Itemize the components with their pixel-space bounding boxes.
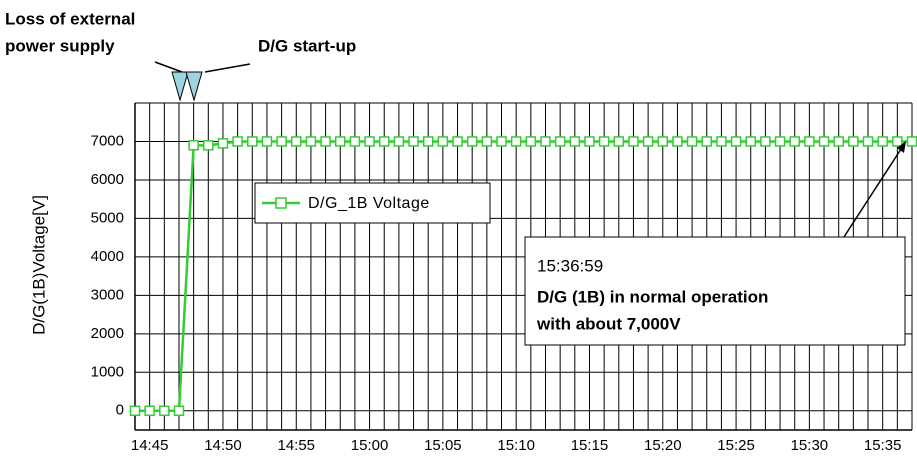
data-point — [789, 136, 800, 147]
x-tick-label: 14:55 — [277, 437, 315, 454]
data-point — [349, 136, 361, 147]
data-point — [584, 136, 595, 147]
event-marker — [185, 71, 203, 102]
data-point — [452, 136, 463, 147]
x-tick-label: 15:10 — [497, 437, 535, 454]
data-point — [466, 136, 478, 147]
legend-marker — [275, 197, 287, 209]
y-tick-label: 7000 — [91, 132, 124, 149]
data-point — [203, 140, 214, 151]
callout-text: D/G (1B) in normal operation — [537, 287, 768, 306]
legend: D/G_1B Voltage — [254, 182, 491, 224]
data-point — [862, 136, 874, 147]
data-point — [848, 136, 859, 147]
data-point — [804, 136, 815, 147]
data-point — [818, 136, 830, 147]
data-point — [598, 136, 610, 147]
data-point — [613, 136, 625, 147]
data-point — [276, 136, 287, 147]
y-axis-label: D/G(1B)Voltage[V] — [29, 195, 48, 335]
callout-arrow — [841, 145, 904, 241]
data-point — [730, 136, 742, 147]
callout-text: with about 7,000V — [536, 314, 681, 333]
data-point — [760, 136, 771, 147]
pointer — [204, 63, 251, 73]
y-tick-label: 2000 — [91, 325, 124, 342]
data-point — [422, 136, 434, 147]
data-point — [129, 405, 141, 417]
data-point — [877, 136, 888, 147]
callout-time: 15:36:59 — [537, 256, 603, 275]
data-point — [481, 136, 493, 147]
data-point — [217, 138, 229, 149]
data-point — [510, 136, 522, 147]
data-point — [408, 136, 419, 147]
y-tick-label: 4000 — [91, 248, 124, 265]
data-point — [657, 136, 669, 147]
x-tick-label: 15:25 — [717, 437, 755, 454]
y-tick-label: 5000 — [91, 209, 124, 226]
data-point — [496, 136, 507, 147]
data-point — [554, 136, 566, 147]
data-point — [525, 136, 537, 147]
data-point — [540, 136, 551, 147]
y-tick-label: 3000 — [91, 286, 124, 303]
data-point — [364, 136, 375, 147]
data-point — [232, 136, 243, 147]
annotation: Loss of external — [5, 9, 135, 28]
data-point — [305, 136, 317, 147]
annotation: D/G start-up — [258, 36, 356, 55]
data-point — [906, 136, 917, 147]
data-point — [188, 140, 199, 151]
data-point — [745, 136, 756, 147]
data-point — [159, 405, 170, 417]
data-point — [774, 136, 786, 147]
data-point — [247, 136, 258, 147]
x-tick-label: 15:05 — [424, 437, 462, 454]
x-tick-label: 15:00 — [351, 437, 389, 454]
plot — [129, 136, 917, 417]
legend-label: D/G_1B Voltage — [308, 195, 430, 212]
data-point — [393, 136, 405, 147]
data-point — [701, 136, 713, 147]
data-point — [569, 136, 581, 147]
data-point — [320, 136, 331, 147]
data-point — [378, 136, 390, 147]
data-point — [672, 136, 683, 147]
pointer — [154, 61, 183, 73]
data-point — [628, 136, 639, 147]
data-point — [437, 136, 449, 147]
data-point — [261, 136, 273, 147]
callout-box — [524, 236, 906, 346]
arrow-head — [897, 141, 906, 153]
data-point — [334, 136, 346, 147]
x-tick-label: 15:15 — [571, 437, 609, 454]
data-point — [291, 136, 302, 147]
annotation: power supply — [5, 36, 115, 55]
x-tick-label: 15:35 — [864, 437, 902, 454]
x-tick-label: 14:50 — [204, 437, 242, 454]
x-tick-label: 15:30 — [791, 437, 829, 454]
data-point — [686, 136, 698, 147]
x-tick-label: 15:20 — [644, 437, 682, 454]
event-marker — [171, 71, 189, 102]
y-tick-label: 0 — [116, 402, 124, 419]
data-point — [642, 136, 654, 147]
y-tick-label: 1000 — [91, 363, 124, 380]
data-point — [173, 405, 185, 417]
data-point — [833, 136, 844, 147]
data-point — [716, 136, 727, 147]
data-point — [892, 136, 903, 147]
data-point — [144, 405, 155, 417]
x-tick-label: 14:45 — [131, 437, 169, 454]
y-tick-label: 6000 — [91, 171, 124, 188]
